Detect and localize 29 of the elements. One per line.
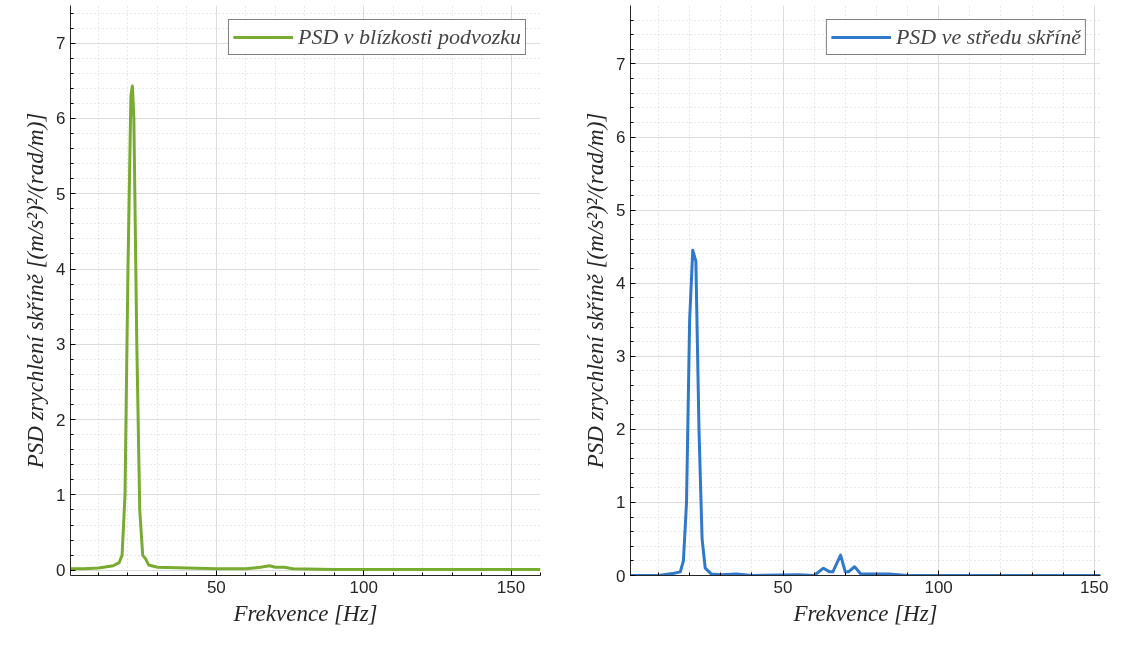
y-tick-label: 4: [616, 274, 626, 294]
y-axis-title: PSD zrychlení skříně [(m/s²)²/(rad/m)]: [583, 112, 609, 470]
x-tick-label: 100: [349, 577, 378, 597]
y-tick-label: 6: [616, 128, 626, 148]
y-tick-label: 4: [56, 260, 66, 280]
y-tick-label: 5: [56, 184, 66, 204]
x-tick-label: 150: [1080, 577, 1109, 597]
y-tick-label: 6: [56, 109, 66, 129]
y-tick-label: 2: [56, 410, 66, 430]
x-tick-label: 50: [773, 577, 793, 597]
y-tick-label: 3: [56, 335, 66, 355]
x-tick-label: 100: [924, 577, 953, 597]
y-tick-label: 2: [616, 420, 626, 440]
line-series: [70, 84, 541, 571]
x-axis-title: Frekvence [Hz]: [232, 600, 378, 626]
legend-label: PSD ve středu skříně: [895, 24, 1081, 50]
x-tick-label: 50: [206, 577, 226, 597]
y-tick-label: 3: [616, 347, 626, 367]
legend-label: PSD v blízkosti podvozku: [297, 24, 521, 50]
x-tick-label: 150: [496, 577, 526, 597]
y-tick-label: 7: [56, 34, 66, 54]
y-tick-label: 0: [56, 561, 66, 581]
x-axis-title: Frekvence [Hz]: [792, 600, 938, 626]
y-axis-title: PSD zrychlení skříně [(m/s²)²/(rad/m)]: [23, 112, 49, 470]
y-tick-label: 7: [616, 54, 626, 74]
y-tick-label: 5: [616, 201, 626, 221]
y-tick-label: 1: [616, 493, 626, 513]
y-tick-label: 0: [616, 566, 626, 586]
y-tick-label: 1: [56, 485, 66, 505]
